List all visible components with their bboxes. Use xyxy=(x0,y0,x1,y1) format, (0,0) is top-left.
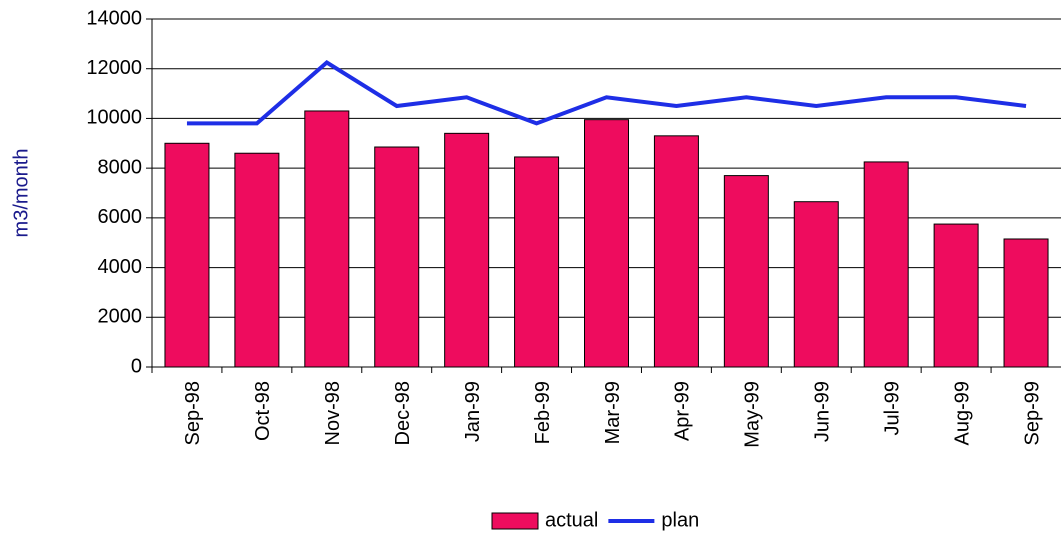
bar xyxy=(234,152,280,368)
bar xyxy=(933,223,979,368)
x-tick-label: Dec-98 xyxy=(392,381,414,445)
bar xyxy=(164,142,210,368)
bar xyxy=(1003,238,1049,368)
y-tick-label: 6000 xyxy=(98,206,143,228)
x-tick-label: Jan-99 xyxy=(462,381,484,442)
bar xyxy=(584,119,629,368)
bar xyxy=(793,201,839,368)
legend-swatch xyxy=(491,512,539,530)
y-tick-label: 0 xyxy=(131,355,142,377)
bar xyxy=(863,161,909,368)
x-tick-label: Jul-99 xyxy=(881,381,903,435)
x-tick-label: Jun-99 xyxy=(812,381,834,442)
x-tick-label: Nov-98 xyxy=(322,381,344,445)
bar xyxy=(374,146,420,368)
y-tick-label: 4000 xyxy=(98,256,143,278)
bar xyxy=(653,135,699,368)
y-tick-label: 2000 xyxy=(98,306,143,328)
legend-label: actual xyxy=(545,509,598,531)
x-tick-label: Aug-99 xyxy=(951,381,973,446)
bar xyxy=(514,156,560,368)
line xyxy=(186,60,1027,126)
y-tick-label: 12000 xyxy=(86,57,142,79)
y-tick-label: 10000 xyxy=(86,107,142,129)
bar xyxy=(444,132,490,368)
y-tick-label: 8000 xyxy=(98,156,143,178)
x-tick-label: Sep-98 xyxy=(182,381,204,446)
x-tick-label: May-99 xyxy=(742,381,764,448)
x-tick-label: Mar-99 xyxy=(602,381,624,444)
x-tick-label: Sep-99 xyxy=(1021,381,1043,446)
bar xyxy=(304,110,350,368)
bar xyxy=(723,175,769,368)
x-tick-label: Feb-99 xyxy=(532,381,554,444)
x-tick-label: Oct-98 xyxy=(252,381,274,441)
y-tick-label: 14000 xyxy=(86,7,142,29)
legend-label: plan xyxy=(661,509,699,531)
x-tick-label: Apr-99 xyxy=(672,381,694,441)
y-axis-label: m3/month xyxy=(10,149,32,238)
